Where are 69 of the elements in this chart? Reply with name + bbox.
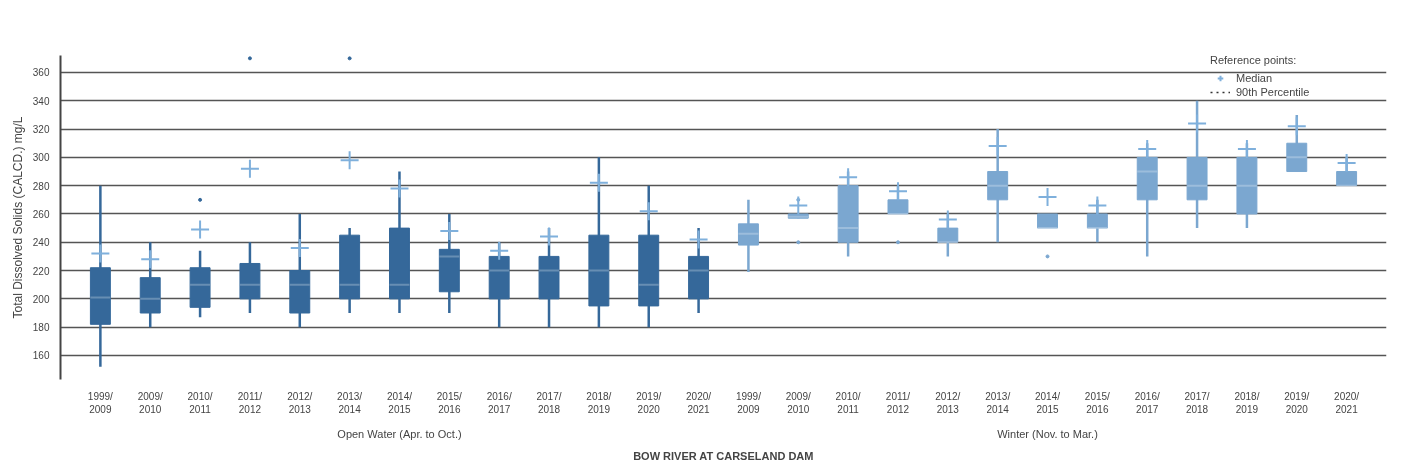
point	[1236, 138, 1257, 159]
x-tick-label: 2011/2012	[237, 390, 263, 415]
text: Winter (Nov. to Mar.)	[997, 427, 1098, 440]
point	[1037, 186, 1058, 207]
y-tick-label: 320	[32, 124, 50, 136]
x-tick-label: 2012/2013	[287, 390, 313, 415]
x-tick-label: 2016/2017	[1134, 390, 1160, 415]
point	[887, 181, 908, 202]
point	[439, 220, 460, 241]
x-tick-label: 2015/2016	[1084, 390, 1111, 415]
x-tick-label: 2013/2014	[337, 390, 363, 415]
y-tick-label: 300	[32, 152, 50, 164]
point	[389, 178, 410, 199]
x-tick-label: 2014/2015	[1035, 390, 1061, 415]
text: Open Water (Apr. to Oct.)	[337, 427, 462, 440]
point	[289, 237, 310, 258]
x-tick-label: 2010/2011	[187, 390, 213, 415]
x-tick-label: 2011/2012	[885, 390, 911, 415]
legend-title: Reference points:	[1210, 54, 1298, 66]
point	[987, 136, 1008, 157]
point	[588, 172, 609, 193]
x-tick-label: 2019/2020	[1284, 390, 1310, 415]
x-tick-label: 2017/2018	[536, 390, 562, 415]
x-tick-label: 2009/2010	[785, 390, 812, 415]
y-tick-label: 160	[32, 350, 50, 362]
y-tick-label: 200	[32, 293, 50, 305]
x-tick-label: 2020/2021	[686, 390, 712, 415]
point	[838, 167, 859, 188]
x-tick-label: 2010/2011	[835, 390, 861, 415]
x-tick-label: 2019/2020	[636, 390, 662, 415]
x-tick-label: 2012/2013	[935, 390, 961, 415]
point	[638, 201, 659, 222]
legend-label: 90th Percentile	[1236, 85, 1310, 99]
point	[140, 249, 161, 270]
x-tick-label: 2017/2018	[1184, 390, 1210, 415]
point	[489, 240, 510, 261]
point	[1187, 113, 1208, 134]
x-tick-label: 2013/2014	[985, 390, 1011, 415]
point	[339, 150, 360, 171]
x-tick-label: 2014/2015	[386, 390, 413, 415]
y-tick-label: 220	[32, 265, 50, 277]
y-tick-label: 260	[32, 208, 50, 220]
point	[1336, 153, 1357, 174]
y-axis-title: Total Dissolved Solids (CALCD.) mg/L	[10, 116, 25, 319]
point	[937, 209, 958, 230]
point	[190, 219, 211, 240]
x-tick-label: 2020/2021	[1334, 390, 1360, 415]
x-tick-label: 1999/2009	[87, 390, 114, 415]
x-tick-label: 2018/2019	[586, 390, 612, 415]
point	[1137, 138, 1158, 159]
y-tick-label: 360	[32, 67, 50, 79]
point	[788, 195, 809, 216]
point	[90, 243, 111, 264]
point	[688, 229, 709, 250]
x-tick-label: 1999/2009	[735, 390, 762, 415]
point	[1087, 195, 1108, 216]
x-tick-label: 2009/2010	[137, 390, 163, 415]
y-tick-label: 240	[32, 237, 50, 249]
text: BOW RIVER AT CARSELAND DAM	[633, 449, 814, 462]
y-tick-label: 340	[32, 95, 50, 107]
point	[239, 158, 260, 179]
legend-label: Median	[1236, 71, 1273, 85]
point	[1286, 116, 1307, 137]
x-tick-label: 2016/2017	[486, 390, 512, 415]
y-tick-label: 280	[32, 180, 50, 192]
x-tick-label: 2018/2019	[1234, 390, 1260, 415]
x-tick-label: 2015/2016	[436, 390, 463, 415]
point	[539, 226, 560, 247]
y-tick-label: 180	[32, 322, 50, 334]
